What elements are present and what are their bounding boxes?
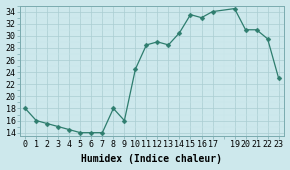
X-axis label: Humidex (Indice chaleur): Humidex (Indice chaleur) xyxy=(81,154,222,164)
